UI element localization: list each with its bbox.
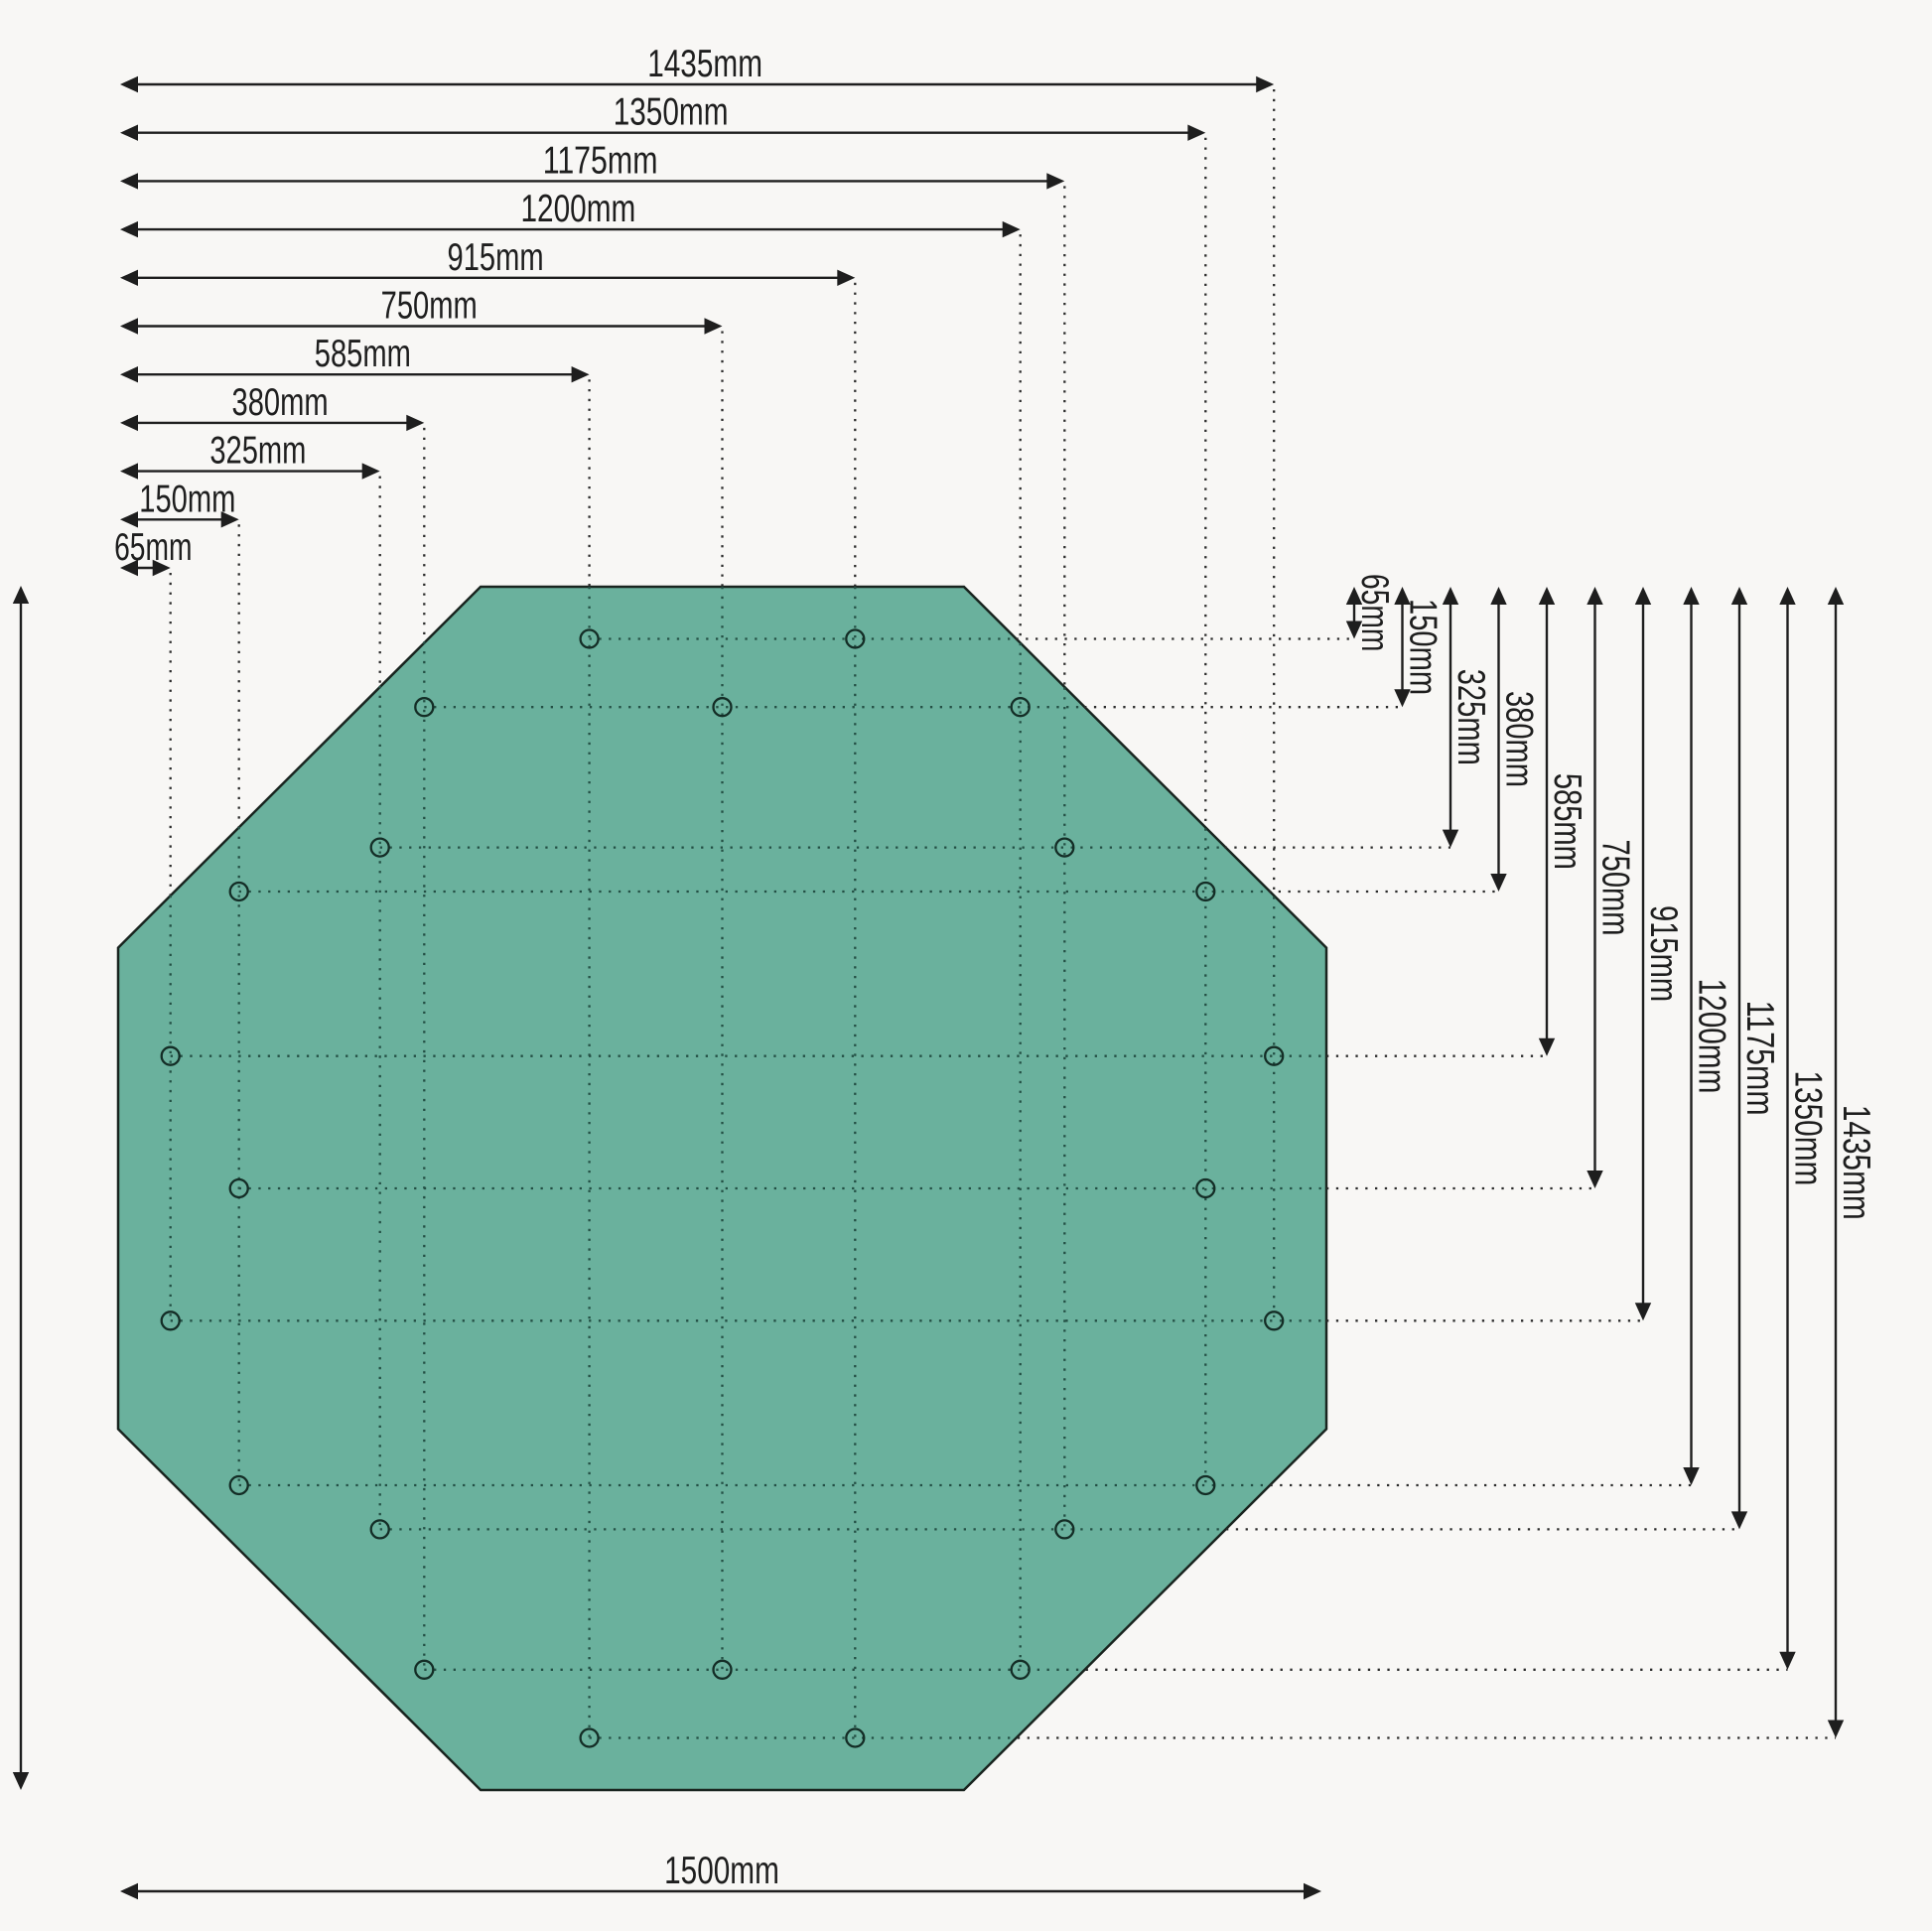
svg-text:65mm: 65mm: [114, 526, 192, 569]
svg-text:585mm: 585mm: [1546, 773, 1588, 870]
svg-text:1435mm: 1435mm: [647, 43, 762, 85]
svg-text:1435mm: 1435mm: [1835, 1105, 1877, 1220]
svg-text:1350mm: 1350mm: [614, 91, 729, 134]
svg-text:325mm: 325mm: [1449, 669, 1492, 765]
svg-text:915mm: 915mm: [448, 236, 544, 279]
svg-text:1500mm: 1500mm: [664, 1850, 779, 1892]
svg-text:1200mm: 1200mm: [521, 188, 636, 230]
svg-text:750mm: 750mm: [381, 285, 478, 328]
svg-text:150mm: 150mm: [139, 478, 235, 520]
svg-text:380mm: 380mm: [232, 381, 329, 424]
svg-text:585mm: 585mm: [315, 333, 411, 375]
svg-text:150mm: 150mm: [1402, 599, 1445, 695]
svg-text:750mm: 750mm: [1594, 839, 1637, 935]
svg-text:1175mm: 1175mm: [543, 139, 658, 182]
svg-text:915mm: 915mm: [1642, 905, 1685, 1002]
svg-text:325mm: 325mm: [209, 430, 306, 473]
svg-text:1350mm: 1350mm: [1787, 1071, 1830, 1186]
svg-text:380mm: 380mm: [1498, 691, 1541, 787]
svg-text:1200mm: 1200mm: [1691, 979, 1733, 1094]
svg-text:65mm: 65mm: [1353, 574, 1396, 651]
svg-text:1175mm: 1175mm: [1738, 1001, 1781, 1116]
